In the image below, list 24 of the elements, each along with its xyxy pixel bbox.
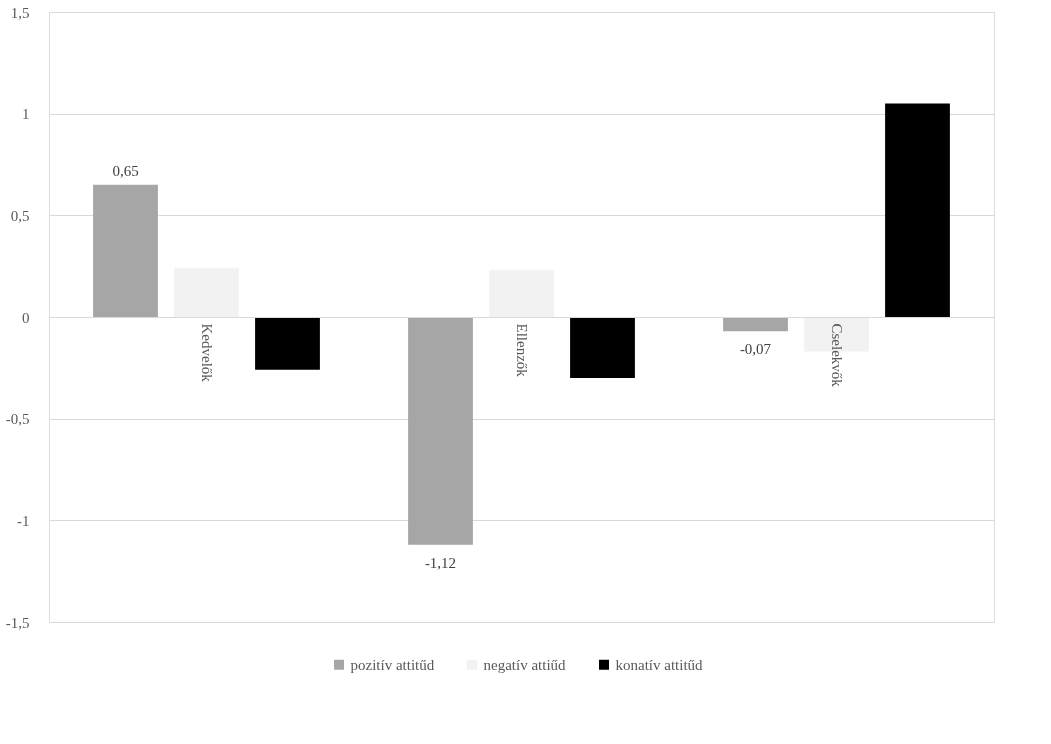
- data-label: 0,65: [112, 162, 139, 179]
- bar: [489, 270, 554, 317]
- bar: [570, 317, 635, 378]
- y-tick-label: -1,5: [5, 614, 30, 631]
- x-tick-label: Cselekvők: [828, 323, 845, 388]
- bar: [723, 317, 788, 332]
- y-tick-label: 0: [22, 309, 30, 326]
- y-tick-label: 1,5: [10, 4, 30, 21]
- data-label: -1,12: [424, 554, 457, 571]
- legend-label: konatív attitűd: [615, 656, 704, 673]
- bar: [255, 317, 320, 370]
- bar: [885, 103, 950, 317]
- y-tick-label: -0,5: [5, 411, 30, 428]
- x-tick-label: Kedvelők: [198, 323, 215, 383]
- bar: [408, 317, 473, 545]
- x-tick-label: Ellenzők: [513, 323, 530, 378]
- legend-label: negatív attiűd: [483, 656, 567, 673]
- data-label: -0,07: [739, 341, 772, 358]
- legend-label: pozitív attitűd: [350, 656, 435, 673]
- y-tick-label: 0,5: [10, 207, 30, 224]
- y-tick-label: -1: [17, 512, 30, 529]
- y-tick-label: 1: [22, 106, 30, 123]
- bar: [174, 268, 239, 317]
- bar: [93, 184, 158, 317]
